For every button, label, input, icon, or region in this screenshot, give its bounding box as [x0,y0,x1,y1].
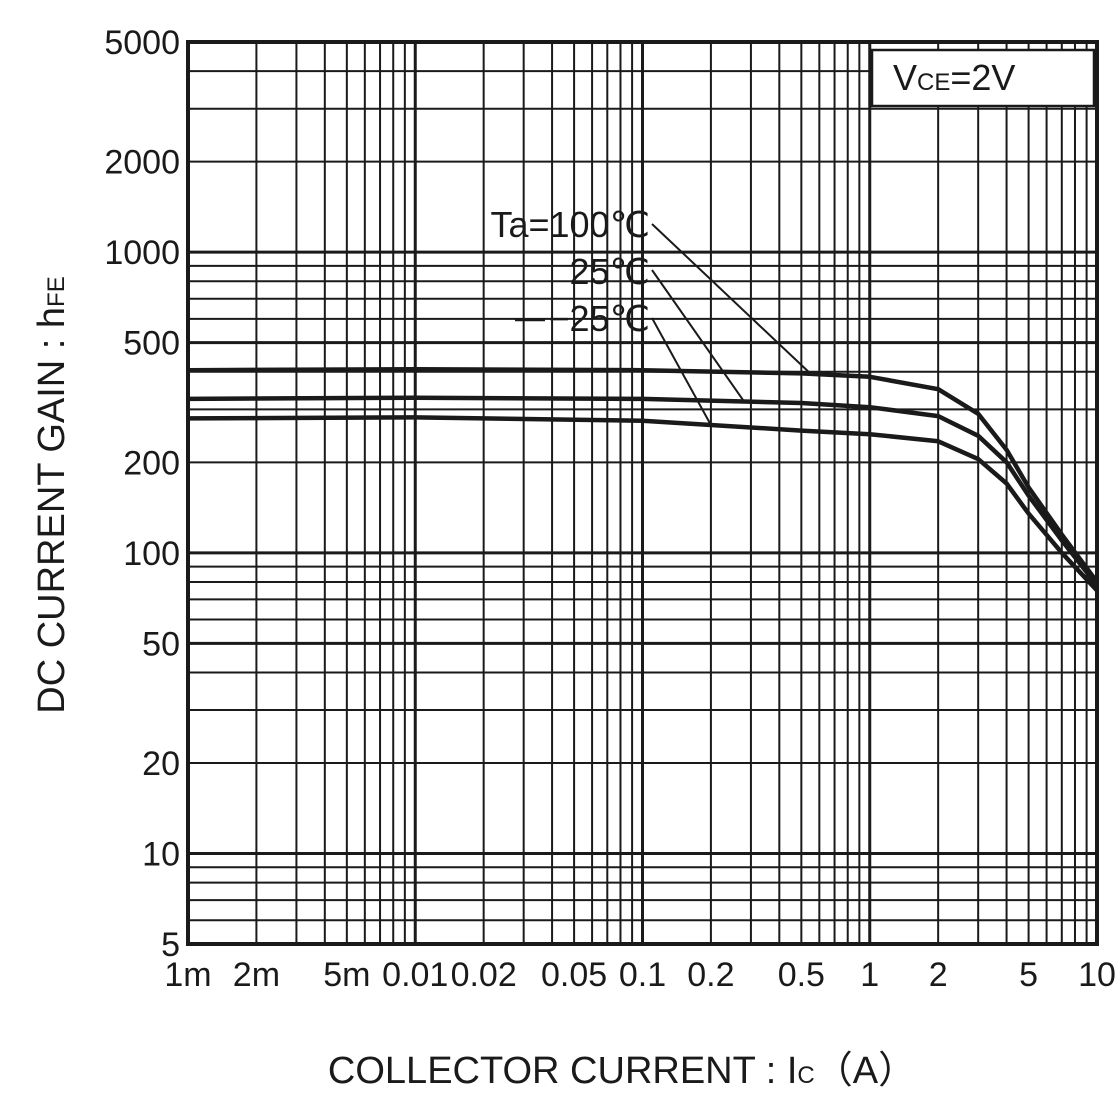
y-tick-label: 20 [142,745,180,783]
x-tick-label: 0.05 [541,956,607,994]
series-line-minus25c [187,415,1099,592]
y-tick-label: 5 [161,926,180,964]
legend-leader-lines [515,223,812,426]
x-tick-label: 10 [1078,956,1116,994]
x-tick-label: 2 [929,956,948,994]
x-tick-label: 5 [1019,956,1038,994]
y-tick-label: 200 [123,444,180,482]
series-label-minus25c: −25℃ [549,298,651,339]
x-tick-label: 2m [233,956,280,994]
x-axis-title: COLLECTOR CURRENT : IC（A） [328,1050,916,1092]
y-tick-label: 10 [142,835,180,873]
condition-label: VCE=2V [893,57,1015,98]
x-tick-label: 0.5 [778,956,825,994]
series-label-100c: Ta=100℃ [490,204,650,245]
series-line-100c [187,366,1099,584]
y-tick-label: 100 [123,535,180,573]
series-labels: Ta=100℃ 25℃ −25℃ [490,204,650,339]
x-tick-label: 0.1 [619,956,666,994]
y-axis-title: DC CURRENT GAIN : hFE [31,276,73,713]
x-tick-label: 0.2 [687,956,734,994]
x-tick-labels: 1m 2m 5m 0.01 0.02 0.05 0.1 0.2 0.5 1 2 5 10 [164,956,1116,994]
series-lines [187,366,1099,592]
leader-line-series-line-minus25c [651,317,712,426]
series-label-25c: 25℃ [570,251,650,292]
y-tick-labels: 5 10 20 50 100 200 500 1000 2000 5000 [104,24,180,964]
y-tick-label: 5000 [104,24,180,62]
x-tick-label: 1m [164,956,211,994]
x-tick-label: 5m [323,956,370,994]
condition-box: VCE=2V [870,48,1096,108]
x-tick-label: 0.02 [451,956,517,994]
x-tick-label: 1 [860,956,879,994]
series-line-25c [187,395,1099,587]
minor-gridlines [188,42,1097,944]
y-tick-label: 1000 [104,234,180,272]
leader-line-series-line-25c [651,269,745,403]
plot-frame [186,40,1099,946]
y-tick-label: 50 [142,625,180,663]
leader-line-series-line-100c [651,223,812,375]
x-tick-label: 0.01 [382,956,448,994]
y-tick-label: 2000 [104,144,180,182]
y-tick-label: 500 [123,325,180,363]
